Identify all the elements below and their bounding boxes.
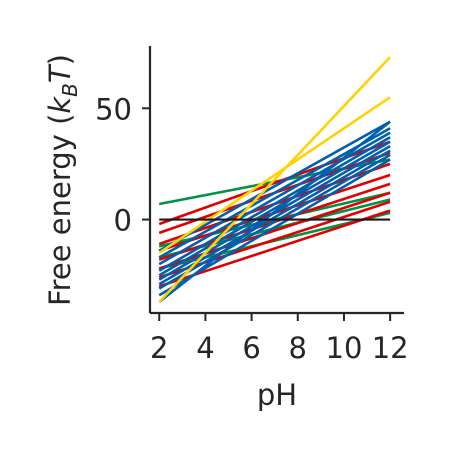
x-tick-label-10: 10 [326, 331, 363, 365]
x-ticks: 2 4 6 8 10 12 [150, 313, 409, 365]
y-axis-label-sub: B [58, 83, 82, 97]
y-axis-label-t: T [43, 63, 77, 83]
x-tick-label-2: 2 [150, 331, 168, 365]
series-line-blue-12 [158, 120, 391, 252]
y-axis-label-suffix: ) [43, 54, 77, 65]
series-line-blue-15 [158, 136, 391, 272]
series-line-yellow-23 [158, 56, 392, 303]
series-line-blue-19 [158, 153, 391, 290]
x-tick-label-12: 12 [372, 331, 409, 365]
y-axis-label-k: k [43, 96, 77, 114]
x-tick-label-6: 6 [242, 331, 260, 365]
x-axis-label: pH [257, 378, 297, 412]
y-tick-label-0: 0 [114, 204, 132, 238]
x-tick-label-8: 8 [289, 331, 307, 365]
series-line-blue-21 [158, 120, 391, 303]
x-tick-label-4: 4 [196, 331, 214, 365]
y-tick-label-50: 50 [95, 92, 132, 126]
series-line-blue-14 [158, 131, 391, 266]
axes [148, 46, 404, 315]
y-axis-label-prefix: Free energy ( [43, 114, 77, 306]
series-line-yellow-22 [158, 96, 391, 254]
series-line-blue-16 [158, 140, 391, 277]
y-axis-label: Free energy (kBT) [43, 54, 82, 306]
series-line-blue-13 [158, 127, 391, 259]
series-lines [158, 56, 392, 303]
y-ticks: 0 50 [95, 92, 150, 238]
